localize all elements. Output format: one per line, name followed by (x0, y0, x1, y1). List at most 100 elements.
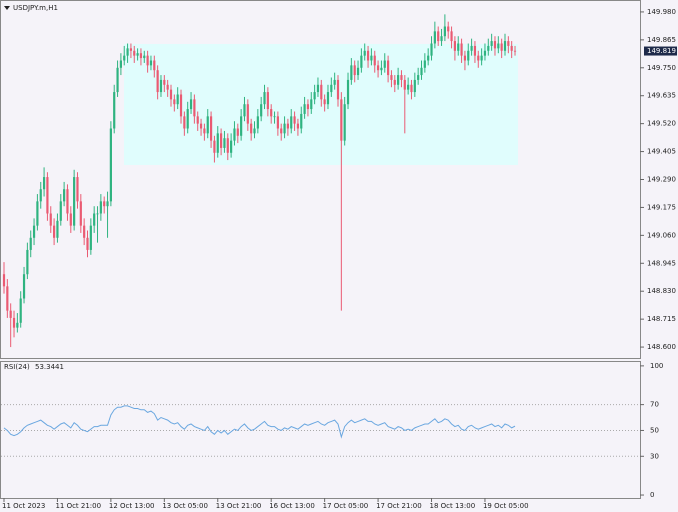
candle-body (513, 50, 517, 52)
candle-body (397, 75, 400, 85)
candle-body (266, 92, 269, 110)
candle-body (240, 116, 243, 136)
y-tick-label: 149.175 (647, 203, 676, 211)
candle-body (6, 286, 9, 311)
candle-body (116, 67, 119, 93)
candle-body (273, 116, 276, 118)
candle-body (46, 177, 49, 214)
candle-body (407, 84, 410, 90)
x-tick-label: 17 Oct 05:00 (323, 502, 369, 510)
candle-body (186, 109, 189, 129)
candle-body (76, 177, 79, 202)
candle-body (113, 92, 116, 129)
candle-body (236, 128, 239, 136)
candle-body (2, 274, 6, 287)
candle-body (96, 213, 99, 215)
candle-body (380, 67, 383, 71)
candle-body (417, 75, 420, 80)
candle-body (510, 45, 513, 51)
candle-body (393, 79, 396, 85)
candle-body (453, 41, 456, 51)
y-tick-label: 148.945 (647, 259, 676, 267)
candle-body (203, 128, 206, 134)
candle-body (306, 104, 310, 110)
candle-body (56, 220, 59, 238)
candle-body (310, 99, 313, 110)
candle-body (320, 84, 323, 100)
candle-body (283, 123, 286, 134)
candle-body (313, 92, 316, 100)
candle-body (69, 213, 72, 226)
candle-body (189, 99, 193, 110)
y-tick-label: 148.715 (647, 315, 676, 323)
candle-body (119, 60, 122, 68)
candle-body (457, 43, 460, 51)
candle-body (133, 50, 136, 56)
candle-body (29, 237, 32, 250)
candle-body (256, 116, 259, 129)
candle-body (176, 94, 179, 105)
candle-body (153, 60, 156, 71)
candle-body (350, 65, 353, 80)
candle-body (360, 55, 363, 68)
candle-body (126, 48, 129, 56)
candle-body (79, 201, 82, 226)
candle-body (19, 298, 22, 323)
candle-body (139, 53, 143, 59)
candle-body (493, 41, 497, 49)
candle-body (173, 99, 176, 105)
rsi-tick-label: 30 (650, 452, 659, 460)
candle-body (330, 84, 333, 93)
y-tick-label: 149.290 (647, 176, 676, 184)
candle-body (303, 104, 306, 114)
candle-body (480, 55, 483, 61)
candle-body (123, 55, 126, 61)
x-tick-label: 17 Oct 21:00 (376, 502, 422, 510)
y-tick-label: 149.060 (647, 231, 676, 239)
candle-body (433, 31, 436, 44)
candle-body (209, 116, 213, 141)
candle-body (423, 60, 426, 68)
candle-body (109, 128, 112, 202)
candle-body (290, 116, 293, 129)
candle-body (280, 128, 283, 134)
candle-body (467, 50, 470, 61)
candle-body (343, 104, 346, 141)
candle-body (223, 138, 226, 148)
candle-body (213, 140, 216, 153)
rsi-tick-label: 70 (650, 401, 659, 409)
candle-body (470, 45, 473, 51)
candle-body (93, 213, 96, 226)
candle-body (356, 67, 360, 76)
candle-body (206, 116, 209, 134)
candle-body (316, 84, 320, 93)
y-tick-label: 149.980 (647, 8, 676, 16)
candle-body (136, 53, 139, 56)
rsi-value: 53.3441 (35, 363, 64, 371)
candle-body (53, 225, 56, 238)
candle-body (473, 45, 477, 56)
candle-body (233, 128, 236, 141)
candle-body (300, 113, 303, 129)
candle-body (500, 43, 503, 51)
candle-body (230, 140, 233, 153)
candle-body (437, 31, 440, 42)
candle-body (22, 274, 26, 299)
candle-body (263, 92, 266, 105)
candle-body (59, 201, 62, 221)
candle-body (450, 31, 453, 42)
x-tick-label: 13 Oct 05:00 (162, 502, 208, 510)
rsi-tick-label: 100 (650, 362, 663, 370)
candle-body (323, 99, 326, 105)
candle-body (250, 123, 253, 134)
candle-body (497, 43, 500, 49)
candle-body (39, 189, 42, 202)
x-tick-label: 11 Oct 2023 (2, 502, 45, 510)
candle-body (326, 92, 330, 105)
candle-body (387, 60, 390, 76)
candle-body (226, 138, 229, 153)
candle-body (9, 310, 12, 318)
candle-body (253, 128, 256, 134)
